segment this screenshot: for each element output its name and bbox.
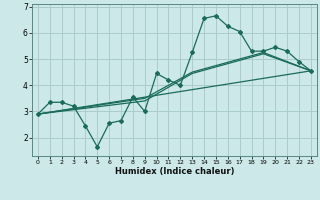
X-axis label: Humidex (Indice chaleur): Humidex (Indice chaleur): [115, 167, 234, 176]
